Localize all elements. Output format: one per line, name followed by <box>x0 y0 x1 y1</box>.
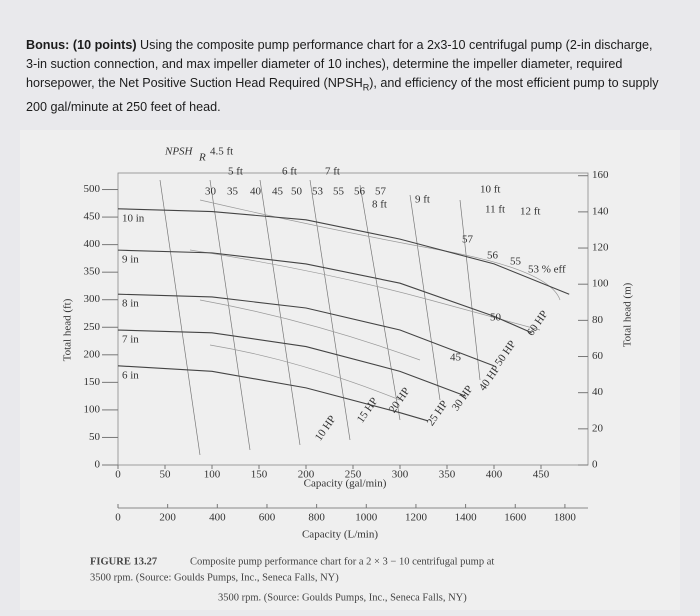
annotation: 50 <box>291 186 303 198</box>
question-bold: Bonus: (10 points) <box>26 38 137 52</box>
annotation: 7 ft <box>325 166 340 178</box>
question-sub: R <box>362 82 370 93</box>
annotation: 50 <box>490 312 502 324</box>
y2-tick-label: 0 <box>592 459 598 471</box>
figure-background <box>20 130 680 610</box>
y-tick-label: 0 <box>95 459 101 471</box>
x-tick-label: 300 <box>392 469 409 481</box>
y-tick-label: 400 <box>84 238 101 250</box>
x-tick-label: 50 <box>160 469 172 481</box>
annotation: 56 <box>487 250 499 262</box>
caption-text: Composite pump performance chart for a 2… <box>190 556 494 567</box>
impeller-curve <box>117 365 429 422</box>
annotation: 55 <box>510 256 522 268</box>
npsh-label: NPSH <box>164 146 194 158</box>
annotation: 5 ft <box>228 166 243 178</box>
x-tick-label: 200 <box>298 469 315 481</box>
annotation: 35 <box>227 186 239 198</box>
x2-tick-label: 200 <box>159 512 176 524</box>
x2-tick-label: 600 <box>259 512 276 524</box>
x2-tick-label: 1800 <box>554 512 577 524</box>
y2-axis-title: Total head (m) <box>622 282 634 347</box>
y2-tick-label: 20 <box>592 422 604 434</box>
annotation: 53 <box>312 186 324 198</box>
impeller-curve <box>117 208 570 295</box>
x-tick-label: 150 <box>251 469 268 481</box>
x2-tick-label: 800 <box>308 512 325 524</box>
caption-text: 3500 rpm. (Source: Goulds Pumps, Inc., S… <box>90 572 339 583</box>
y2-tick-label: 40 <box>592 386 604 398</box>
series-label: 7 in <box>122 334 139 346</box>
y-tick-label: 300 <box>84 293 101 305</box>
x2-tick-label: 1200 <box>405 512 428 524</box>
annotation: 11 ft <box>485 204 505 216</box>
x-tick-label: 400 <box>486 469 503 481</box>
x-axis-title: Capacity (gal/min) <box>304 478 387 490</box>
y2-tick-label: 80 <box>592 314 604 326</box>
annotation: 12 ft <box>520 206 540 218</box>
y-tick-label: 50 <box>89 431 101 443</box>
series-label: 9 in <box>122 254 139 266</box>
x-tick-label: 450 <box>533 469 550 481</box>
series-label: 10 in <box>122 212 145 224</box>
x-tick-label: 250 <box>345 469 362 481</box>
annotation: 9 ft <box>415 194 430 206</box>
y-tick-label: 500 <box>84 183 101 195</box>
impeller-curve <box>117 329 466 397</box>
x2-tick-label: 1600 <box>504 512 527 524</box>
annotation: 45 <box>272 186 284 198</box>
x2-tick-label: 0 <box>115 512 121 524</box>
annotation: 10 ft <box>480 184 500 196</box>
annotation: 30 <box>205 186 217 198</box>
x-tick-label: 350 <box>439 469 456 481</box>
caption: 3500 rpm. (Source: Goulds Pumps, Inc., S… <box>218 592 467 603</box>
series-label: 8 in <box>122 298 139 310</box>
x-tick-label: 0 <box>115 469 121 481</box>
question-text: Using the composite pump performance cha… <box>26 38 653 90</box>
y2-tick-label: 120 <box>592 242 609 254</box>
annotation: 4.5 ft <box>210 146 233 158</box>
annotation: 53 % eff <box>528 264 566 276</box>
x2-tick-label: 1400 <box>455 512 478 524</box>
impeller-curve <box>117 249 532 334</box>
series-label: 6 in <box>122 369 139 381</box>
y-tick-label: 450 <box>84 211 101 223</box>
annotation: 8 ft <box>372 199 387 211</box>
x2-axis-title: Capacity (L/min) <box>302 529 378 541</box>
y2-tick-label: 140 <box>592 205 609 217</box>
annotation: 57 <box>375 186 387 198</box>
y-tick-label: 100 <box>84 403 101 415</box>
y-tick-label: 200 <box>84 348 101 360</box>
impeller-curve <box>117 293 495 367</box>
y2-tick-label: 60 <box>592 350 604 362</box>
annotation: 45 <box>450 352 462 364</box>
annotation: 6 ft <box>282 166 297 178</box>
question-text: ), and efficiency of the most efficient … <box>26 76 659 114</box>
npsh-sub: R <box>198 152 206 164</box>
x2-tick-label: 400 <box>209 512 226 524</box>
y2-tick-label: 100 <box>592 278 609 290</box>
decorative-lines <box>159 179 561 456</box>
annotation: 40 <box>250 186 262 198</box>
hp-line <box>159 179 481 456</box>
y2-tick-label: 160 <box>592 169 609 181</box>
annotation: 57 <box>462 234 474 246</box>
x-tick-label: 100 <box>204 469 221 481</box>
x2-tick-label: 1000 <box>355 512 378 524</box>
annotation: 56 <box>354 186 366 198</box>
y-axis-title: Total head (ft) <box>62 298 74 361</box>
question: Bonus: (10 points) Using the composite p… <box>26 36 666 117</box>
y-tick-label: 150 <box>84 376 101 388</box>
efficiency-line <box>189 199 561 401</box>
annotation: 55 <box>333 186 345 198</box>
caption-label: FIGURE 13.27 <box>90 556 157 567</box>
y-tick-label: 350 <box>84 266 101 278</box>
y-tick-label: 250 <box>84 321 101 333</box>
